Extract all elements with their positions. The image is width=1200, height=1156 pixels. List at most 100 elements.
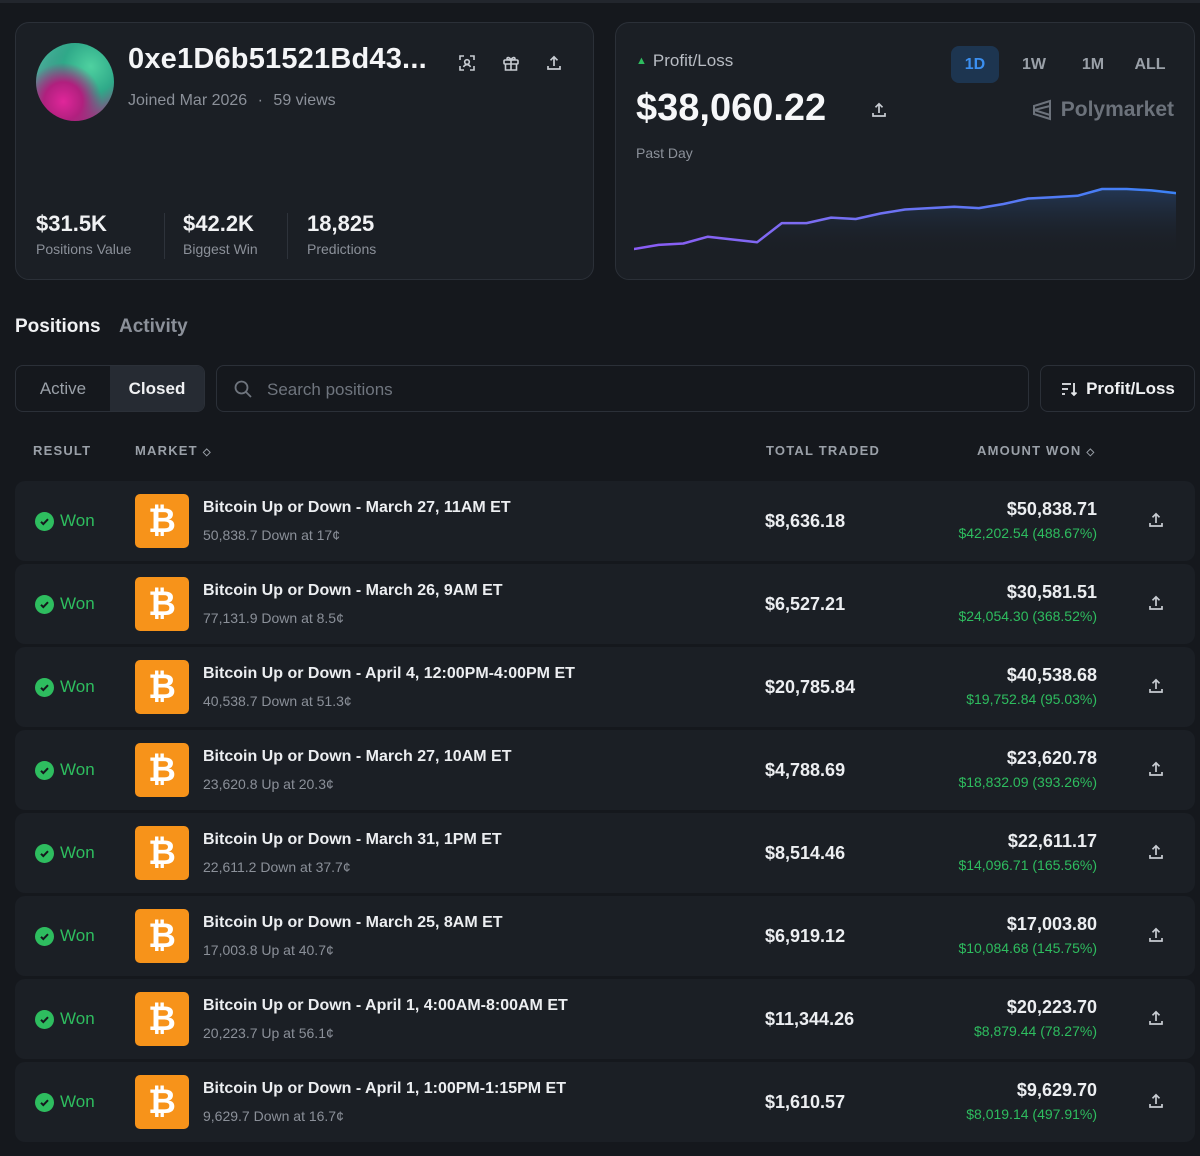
result-cell: Won bbox=[35, 1009, 95, 1029]
table-row[interactable]: Won ₿ Bitcoin Up or Down - March 31, 1PM… bbox=[15, 813, 1195, 893]
share-icon[interactable] bbox=[544, 53, 564, 73]
pnl-label-text: Profit/Loss bbox=[652, 51, 734, 70]
amount-gain: $19,752.84 (95.03%) bbox=[966, 691, 1097, 707]
result-cell: Won bbox=[35, 1092, 95, 1112]
views-count: 59 views bbox=[273, 92, 336, 109]
share-icon[interactable] bbox=[1147, 677, 1167, 697]
tab-positions[interactable]: Positions bbox=[15, 316, 101, 337]
check-circle-icon bbox=[35, 677, 54, 697]
top-divider bbox=[0, 0, 1200, 3]
timeframe-1m[interactable]: 1M bbox=[1081, 56, 1105, 73]
amount-gain: $8,879.44 (78.27%) bbox=[974, 1023, 1097, 1039]
timeframe-1w[interactable]: 1W bbox=[1022, 56, 1046, 73]
market-title[interactable]: Bitcoin Up or Down - March 26, 9AM ET bbox=[203, 582, 503, 599]
result-cell: Won bbox=[35, 594, 95, 614]
search-input[interactable] bbox=[265, 366, 1009, 413]
result-cell: Won bbox=[35, 511, 95, 531]
result-label: Won bbox=[60, 511, 95, 530]
pnl-value: $38,060.22 bbox=[636, 87, 827, 129]
search-icon bbox=[234, 380, 252, 398]
result-label: Won bbox=[60, 1009, 95, 1028]
total-traded: $8,636.18 bbox=[765, 511, 846, 531]
timeframe-1d[interactable]: 1D bbox=[951, 46, 999, 83]
share-icon[interactable] bbox=[870, 101, 888, 124]
market-subtitle: 17,003.8 Up at 40.7¢ bbox=[203, 942, 334, 958]
bitcoin-icon: ₿ bbox=[135, 909, 189, 963]
sort-icon bbox=[1062, 382, 1078, 396]
bitcoin-icon: ₿ bbox=[135, 743, 189, 797]
amount-won: $9,629.70 bbox=[1016, 1080, 1097, 1100]
market-subtitle: 20,223.7 Up at 56.1¢ bbox=[203, 1025, 334, 1041]
bitcoin-icon: ₿ bbox=[135, 494, 189, 548]
position-filter: Active Closed bbox=[15, 365, 205, 412]
sort-button[interactable]: Profit/Loss bbox=[1040, 365, 1195, 412]
market-title[interactable]: Bitcoin Up or Down - March 27, 11AM ET bbox=[203, 499, 511, 516]
result-cell: Won bbox=[35, 677, 95, 697]
table-row[interactable]: Won ₿ Bitcoin Up or Down - April 4, 12:0… bbox=[15, 647, 1195, 727]
share-icon[interactable] bbox=[1147, 594, 1167, 614]
amount-gain: $10,084.68 (145.75%) bbox=[958, 940, 1097, 956]
result-cell: Won bbox=[35, 760, 95, 780]
result-cell: Won bbox=[35, 926, 95, 946]
result-label: Won bbox=[60, 1092, 95, 1111]
result-label: Won bbox=[60, 594, 95, 613]
amount-gain: $24,054.30 (368.52%) bbox=[958, 608, 1097, 624]
up-triangle-icon: ▲ bbox=[636, 55, 647, 67]
share-icon[interactable] bbox=[1147, 926, 1167, 946]
share-icon[interactable] bbox=[1147, 760, 1167, 780]
amount-won: $50,838.71 bbox=[1006, 499, 1097, 519]
polymarket-brand: Polymarket bbox=[1031, 98, 1174, 122]
market-title[interactable]: Bitcoin Up or Down - March 31, 1PM ET bbox=[203, 831, 502, 848]
market-title[interactable]: Bitcoin Up or Down - March 27, 10AM ET bbox=[203, 748, 512, 765]
market-subtitle: 23,620.8 Up at 20.3¢ bbox=[203, 776, 334, 792]
header-market[interactable]: MARKET ◇ bbox=[135, 443, 212, 458]
check-circle-icon bbox=[35, 1092, 54, 1112]
market-subtitle: 9,629.7 Down at 16.7¢ bbox=[203, 1108, 344, 1124]
table-row[interactable]: Won ₿ Bitcoin Up or Down - March 27, 10A… bbox=[15, 730, 1195, 810]
profile-card: 0xe1D6b51521Bd43... Joined Mar 2026 · 59… bbox=[15, 22, 594, 280]
share-icon[interactable] bbox=[1147, 511, 1167, 531]
stat-predictions: 18,825 Predictions bbox=[307, 211, 376, 257]
amount-won: $20,223.70 bbox=[1006, 997, 1097, 1017]
market-title[interactable]: Bitcoin Up or Down - April 1, 1:00PM-1:1… bbox=[203, 1080, 566, 1097]
pnl-label: ▲ Profit/Loss bbox=[636, 51, 733, 71]
total-traded: $20,785.84 bbox=[765, 677, 856, 697]
table-row[interactable]: Won ₿ Bitcoin Up or Down - April 1, 1:00… bbox=[15, 1062, 1195, 1142]
market-title[interactable]: Bitcoin Up or Down - April 4, 12:00PM-4:… bbox=[203, 665, 575, 682]
header-total-traded: TOTAL TRADED bbox=[766, 443, 881, 458]
check-circle-icon bbox=[35, 1009, 54, 1029]
timeframe-all[interactable]: ALL bbox=[1134, 56, 1166, 73]
table-row[interactable]: Won ₿ Bitcoin Up or Down - March 26, 9AM… bbox=[15, 564, 1195, 644]
header-amount-won-label: AMOUNT WON bbox=[977, 443, 1082, 458]
gift-icon[interactable] bbox=[501, 53, 521, 73]
header-amount-won[interactable]: AMOUNT WON ◇ bbox=[977, 443, 1095, 458]
share-icon[interactable] bbox=[1147, 1092, 1167, 1112]
pnl-sparkline bbox=[634, 187, 1176, 255]
bitcoin-icon: ₿ bbox=[135, 1075, 189, 1129]
table-row[interactable]: Won ₿ Bitcoin Up or Down - March 27, 11A… bbox=[15, 481, 1195, 561]
filter-active[interactable]: Active bbox=[39, 378, 87, 398]
tab-activity[interactable]: Activity bbox=[119, 316, 188, 337]
amount-won: $17,003.80 bbox=[1006, 914, 1097, 934]
share-icon[interactable] bbox=[1147, 843, 1167, 863]
market-subtitle: 50,838.7 Down at 17¢ bbox=[203, 527, 340, 543]
scan-icon[interactable] bbox=[457, 53, 477, 73]
table-row[interactable]: Won ₿ Bitcoin Up or Down - March 25, 8AM… bbox=[15, 896, 1195, 976]
stat-value: $42.2K bbox=[183, 211, 254, 236]
stat-label: Predictions bbox=[307, 241, 377, 257]
table-row[interactable]: Won ₿ Bitcoin Up or Down - April 1, 4:00… bbox=[15, 979, 1195, 1059]
sparkline-area bbox=[634, 189, 1176, 255]
market-title[interactable]: Bitcoin Up or Down - March 25, 8AM ET bbox=[203, 914, 503, 931]
brand-name: Polymarket bbox=[1060, 98, 1174, 121]
market-title[interactable]: Bitcoin Up or Down - April 1, 4:00AM-8:0… bbox=[203, 997, 568, 1014]
bitcoin-icon: ₿ bbox=[135, 826, 189, 880]
result-label: Won bbox=[60, 677, 95, 696]
check-circle-icon bbox=[35, 760, 54, 780]
amount-won: $22,611.17 bbox=[1007, 831, 1097, 851]
result-label: Won bbox=[60, 760, 95, 779]
market-subtitle: 22,611.2 Down at 37.7¢ bbox=[203, 859, 351, 875]
share-icon[interactable] bbox=[1147, 1009, 1167, 1029]
filter-closed[interactable]: Closed bbox=[110, 366, 204, 411]
sort-label: Profit/Loss bbox=[1086, 378, 1175, 398]
profit-loss-card: ▲ Profit/Loss 1D 1W 1M ALL $38,060.22 Pol… bbox=[615, 22, 1195, 280]
